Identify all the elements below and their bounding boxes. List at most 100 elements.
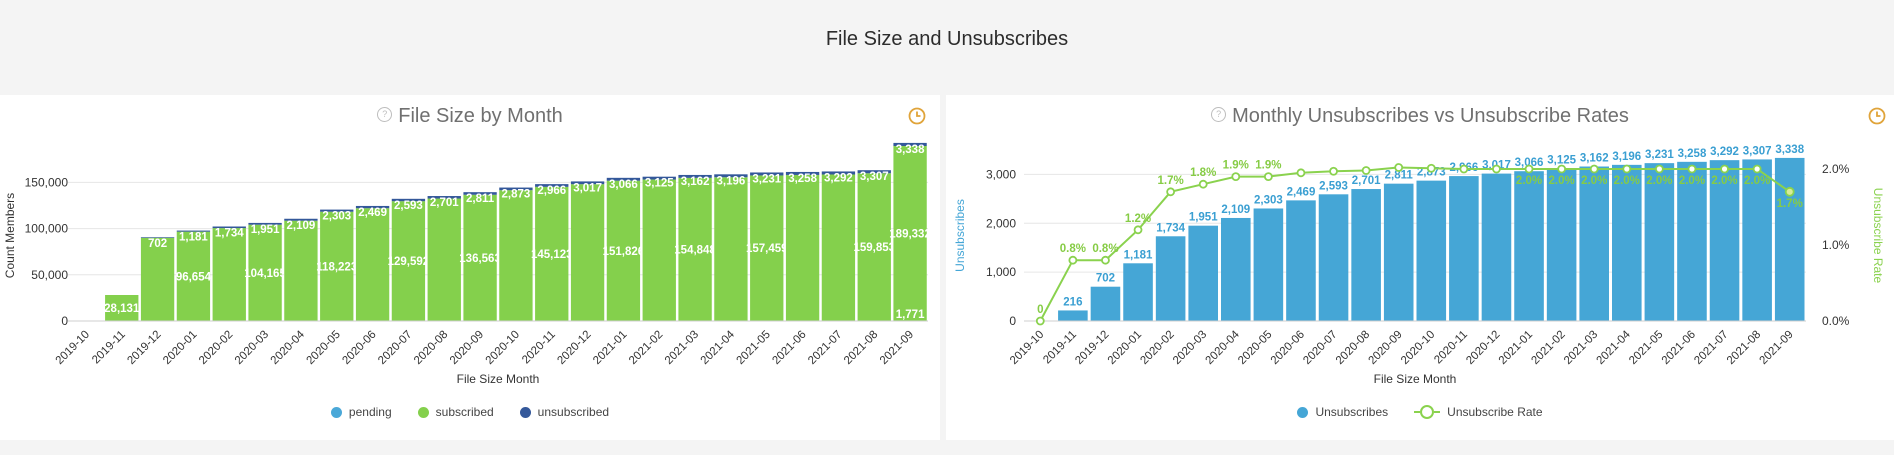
rate-point (1296, 168, 1306, 178)
rate-point (1459, 164, 1469, 174)
bar-unsubscribed (463, 192, 497, 195)
bar-unsubscribes (1286, 200, 1316, 321)
rate-label: 0.8% (1060, 243, 1086, 255)
bar-unsubscribes (1514, 171, 1544, 321)
bar-unsubscribes (1318, 194, 1349, 321)
rate-label: 2.0% (1679, 175, 1705, 187)
data-label: 2,593 (394, 200, 423, 212)
x-tick-label: 2021-04 (1595, 328, 1634, 367)
legend-label: Unsubscribes (1315, 405, 1389, 419)
x-tick-label: 2021-03 (1562, 329, 1600, 367)
data-label: 28,131 (104, 303, 140, 315)
bar-unsubscribed (427, 196, 461, 199)
bar-unsubscribes (1742, 159, 1772, 321)
bar-subscribed (176, 231, 211, 321)
rate-point (1784, 186, 1795, 197)
info-icon[interactable]: ? (1211, 107, 1227, 123)
y-right-tick-label: 2.0% (1822, 162, 1850, 176)
y-right-axis-title: Unsubscribe Rate (1871, 188, 1885, 284)
file-size-title-text: File Size by Month (398, 105, 563, 127)
x-tick-label: 2020-12 (1464, 329, 1502, 367)
file-size-panel: ? File Size by Month 0 50,000 100,000 150,00… (0, 95, 940, 440)
bar-unsubscribed (785, 171, 820, 175)
data-label: 3,338 (896, 144, 925, 156)
data-label: 118,223 (316, 261, 357, 273)
data-label: 2,966 (537, 185, 566, 197)
legend-label: subscribed (435, 405, 494, 419)
unsubscribes-title-text: Monthly Unsubscribes vs Unsubscribe Rate… (1232, 105, 1629, 127)
data-label: 3,162 (681, 176, 710, 188)
data-label: 145,123 (531, 249, 573, 261)
data-label: 96,654 (176, 271, 212, 283)
data-label: 3,125 (1547, 154, 1576, 166)
legend-item-pending[interactable]: pending (330, 405, 392, 419)
data-label: 1,181 (179, 232, 208, 244)
rate-label: 2.0% (1516, 175, 1542, 187)
rate-point (1687, 164, 1697, 174)
bar-unsubscribed (212, 226, 246, 229)
x-tick-label: 2020-07 (376, 329, 414, 367)
info-icon[interactable]: ? (377, 107, 393, 123)
data-label: 129,592 (388, 256, 430, 268)
bar-unsubscribes (1383, 183, 1414, 321)
clock-icon[interactable] (908, 107, 926, 125)
legend-item-unsubscribe-rate[interactable]: Unsubscribe Rate (1414, 405, 1543, 419)
rate-point (1524, 164, 1534, 174)
x-tick-label: 2019-10 (54, 329, 92, 367)
data-label: 702 (1096, 273, 1115, 285)
rate-label: 1.2% (1125, 213, 1151, 225)
x-tick-label: 2021-01 (591, 329, 629, 367)
legend-item-unsubscribed[interactable]: unsubscribed (519, 405, 609, 419)
bar-subscribed (320, 211, 354, 321)
data-label: 3,196 (717, 175, 746, 187)
legend-item-unsubscribes[interactable]: Unsubscribes (1297, 405, 1388, 419)
x-tick-label: 2020-12 (555, 329, 593, 367)
bar-subscribed (248, 224, 282, 321)
bar-subscribed (105, 294, 139, 321)
bar-unsubscribes (1774, 157, 1805, 321)
y-tick-label: 0 (1009, 314, 1016, 328)
legend-swatch-unsubscribes (1297, 406, 1309, 418)
bar-unsubscribes (1416, 180, 1447, 321)
data-label: 3,258 (1678, 148, 1707, 160)
x-tick-label: 2020-04 (1204, 328, 1243, 367)
rate-point (1589, 164, 1599, 174)
x-tick-label: 2020-09 (1366, 329, 1404, 367)
x-tick-label: 2020-08 (412, 329, 450, 367)
bar-unsubscribed (355, 205, 390, 209)
rate-point (1720, 164, 1729, 174)
x-tick-label: 2021-08 (842, 329, 880, 367)
data-label: 3,292 (824, 172, 853, 184)
bar-unsubscribed (714, 174, 748, 178)
rate-label: 0 (1037, 304, 1043, 316)
x-tick-label: 2020-03 (233, 329, 271, 367)
y-right-tick-label: 0.0% (1822, 314, 1850, 328)
bar-unsubscribes (1644, 163, 1675, 321)
rate-label: 2.0% (1711, 175, 1737, 187)
bar-unsubscribed (893, 142, 927, 146)
data-label: 3,338 (1775, 144, 1804, 156)
bar-subscribed (140, 237, 175, 321)
bar-subscribed (785, 174, 820, 321)
data-label: 216 (1063, 296, 1082, 308)
rate-point (1166, 187, 1176, 197)
x-tick-label: 2020-10 (1399, 329, 1437, 367)
rate-label: 2.0% (1744, 175, 1770, 187)
x-axis-title: File Size Month (1374, 372, 1457, 386)
bar-unsubscribes (1188, 225, 1218, 321)
bar-subscribed (535, 186, 569, 321)
bar-unsubscribed (499, 187, 533, 191)
y-tick-label: 100,000 (25, 222, 69, 236)
rate-point (1752, 164, 1762, 174)
clock-icon[interactable] (1868, 107, 1886, 125)
legend-swatch-subscribed (417, 406, 429, 418)
data-label: 3,231 (752, 173, 781, 185)
bar-subscribed (499, 190, 533, 321)
rate-label: 1.8% (1190, 167, 1216, 179)
rate-line (1039, 166, 1791, 322)
bar-unsubscribed (606, 177, 641, 181)
legend-item-subscribed[interactable]: subscribed (417, 405, 494, 419)
data-label: 159,853 (853, 242, 895, 254)
bar-unsubscribes (1612, 164, 1642, 321)
legend-swatch-pending (330, 406, 342, 418)
